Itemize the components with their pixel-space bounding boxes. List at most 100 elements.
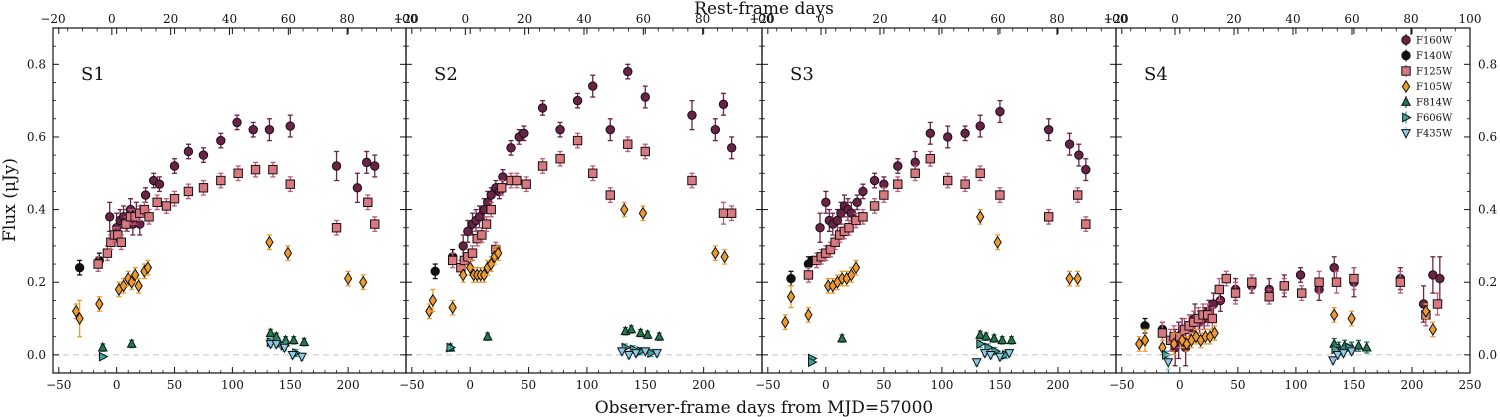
top-tick-label: 20	[517, 12, 532, 26]
legend-marker	[1400, 129, 1412, 139]
legend-marker	[1401, 50, 1411, 61]
panel-frame	[761, 27, 1117, 374]
top-tick-label: 80	[1403, 12, 1418, 26]
data-point	[1221, 273, 1231, 284]
data-point	[623, 66, 633, 77]
data-point	[537, 161, 548, 171]
data-point	[126, 338, 137, 348]
x-tick-label: 0	[822, 378, 830, 392]
x-tick-label: 100	[221, 378, 244, 392]
top-tick-label: −20	[40, 12, 65, 26]
data-point	[993, 235, 1002, 249]
data-point	[910, 168, 920, 178]
data-point	[803, 270, 814, 280]
data-point	[331, 223, 342, 233]
data-point	[154, 179, 165, 189]
data-point	[1329, 262, 1339, 273]
data-point	[975, 121, 985, 131]
data-point	[720, 250, 729, 264]
x-tick-label: 200	[1047, 378, 1070, 392]
data-point	[466, 261, 475, 275]
data-point	[985, 350, 996, 361]
data-point	[480, 268, 489, 282]
data-point	[95, 297, 104, 311]
top-tick-label: 80	[695, 12, 710, 26]
data-point	[102, 248, 113, 258]
data-point	[216, 135, 226, 146]
data-point	[555, 154, 565, 164]
data-point	[1064, 139, 1075, 149]
data-point	[216, 175, 226, 186]
data-point	[651, 349, 662, 359]
data-point	[980, 330, 992, 341]
data-point	[623, 350, 634, 361]
panel-label: S4	[1144, 64, 1168, 85]
data-point	[506, 143, 516, 153]
data-point	[1081, 219, 1091, 229]
data-point	[271, 340, 282, 350]
data-point	[1214, 284, 1224, 295]
data-point	[837, 332, 848, 343]
legend-marker	[1400, 96, 1412, 106]
panel-label: S3	[790, 64, 814, 85]
data-point	[1169, 337, 1179, 351]
data-point	[989, 332, 1000, 343]
data-point	[975, 168, 985, 178]
data-point	[726, 143, 737, 153]
data-point	[640, 146, 650, 157]
data-point	[1230, 288, 1241, 298]
x-tick-label: −50	[399, 378, 424, 392]
x-tick-label: 200	[1401, 378, 1424, 392]
top-tick-label: −20	[749, 12, 774, 26]
x-tick-label: 50	[167, 378, 182, 392]
data-point	[994, 352, 1005, 363]
data-point	[1135, 337, 1144, 351]
y-tick-label-left: 0.8	[27, 57, 46, 71]
data-point	[1006, 334, 1017, 345]
data-point	[140, 190, 151, 200]
data-point	[285, 121, 295, 131]
data-point	[943, 175, 953, 186]
data-point	[1207, 313, 1218, 324]
legend-marker	[1402, 112, 1412, 123]
data-point	[1361, 341, 1372, 352]
data-point	[1140, 333, 1150, 347]
x-tick-label: −50	[1109, 378, 1134, 392]
data-point	[1347, 311, 1356, 326]
legend-marker	[1401, 79, 1411, 94]
series-f435w	[971, 348, 1015, 368]
top-tick-label: −20	[1103, 12, 1128, 26]
data-point	[93, 259, 103, 269]
series-f125w	[1157, 267, 1443, 352]
data-point	[654, 330, 665, 341]
data-point	[497, 183, 507, 193]
data-point	[119, 279, 128, 293]
data-point	[363, 197, 373, 208]
data-point	[1210, 326, 1219, 340]
data-point	[718, 99, 729, 109]
data-point	[858, 186, 868, 197]
data-point	[1338, 349, 1349, 359]
series-f105w	[1135, 303, 1438, 356]
data-point	[1163, 358, 1174, 368]
top-tick-label: 20	[872, 12, 887, 26]
data-point	[161, 201, 172, 211]
x-tick-label: 50	[876, 378, 891, 392]
legend-label: F606W	[1416, 113, 1453, 124]
x-tick-label: −50	[755, 378, 780, 392]
data-point	[976, 210, 985, 224]
data-point	[521, 179, 531, 189]
top-tick-label: 100	[1459, 12, 1482, 26]
y-tick-label-right: 0.4	[1478, 203, 1497, 217]
data-point	[481, 219, 492, 229]
data-point	[976, 338, 986, 349]
data-point	[268, 164, 278, 175]
data-point	[718, 208, 729, 218]
data-point	[250, 164, 261, 175]
data-point	[370, 219, 380, 229]
data-point	[198, 183, 209, 193]
data-point	[428, 293, 438, 307]
legend-marker	[1401, 35, 1411, 45]
data-point	[1295, 270, 1306, 280]
